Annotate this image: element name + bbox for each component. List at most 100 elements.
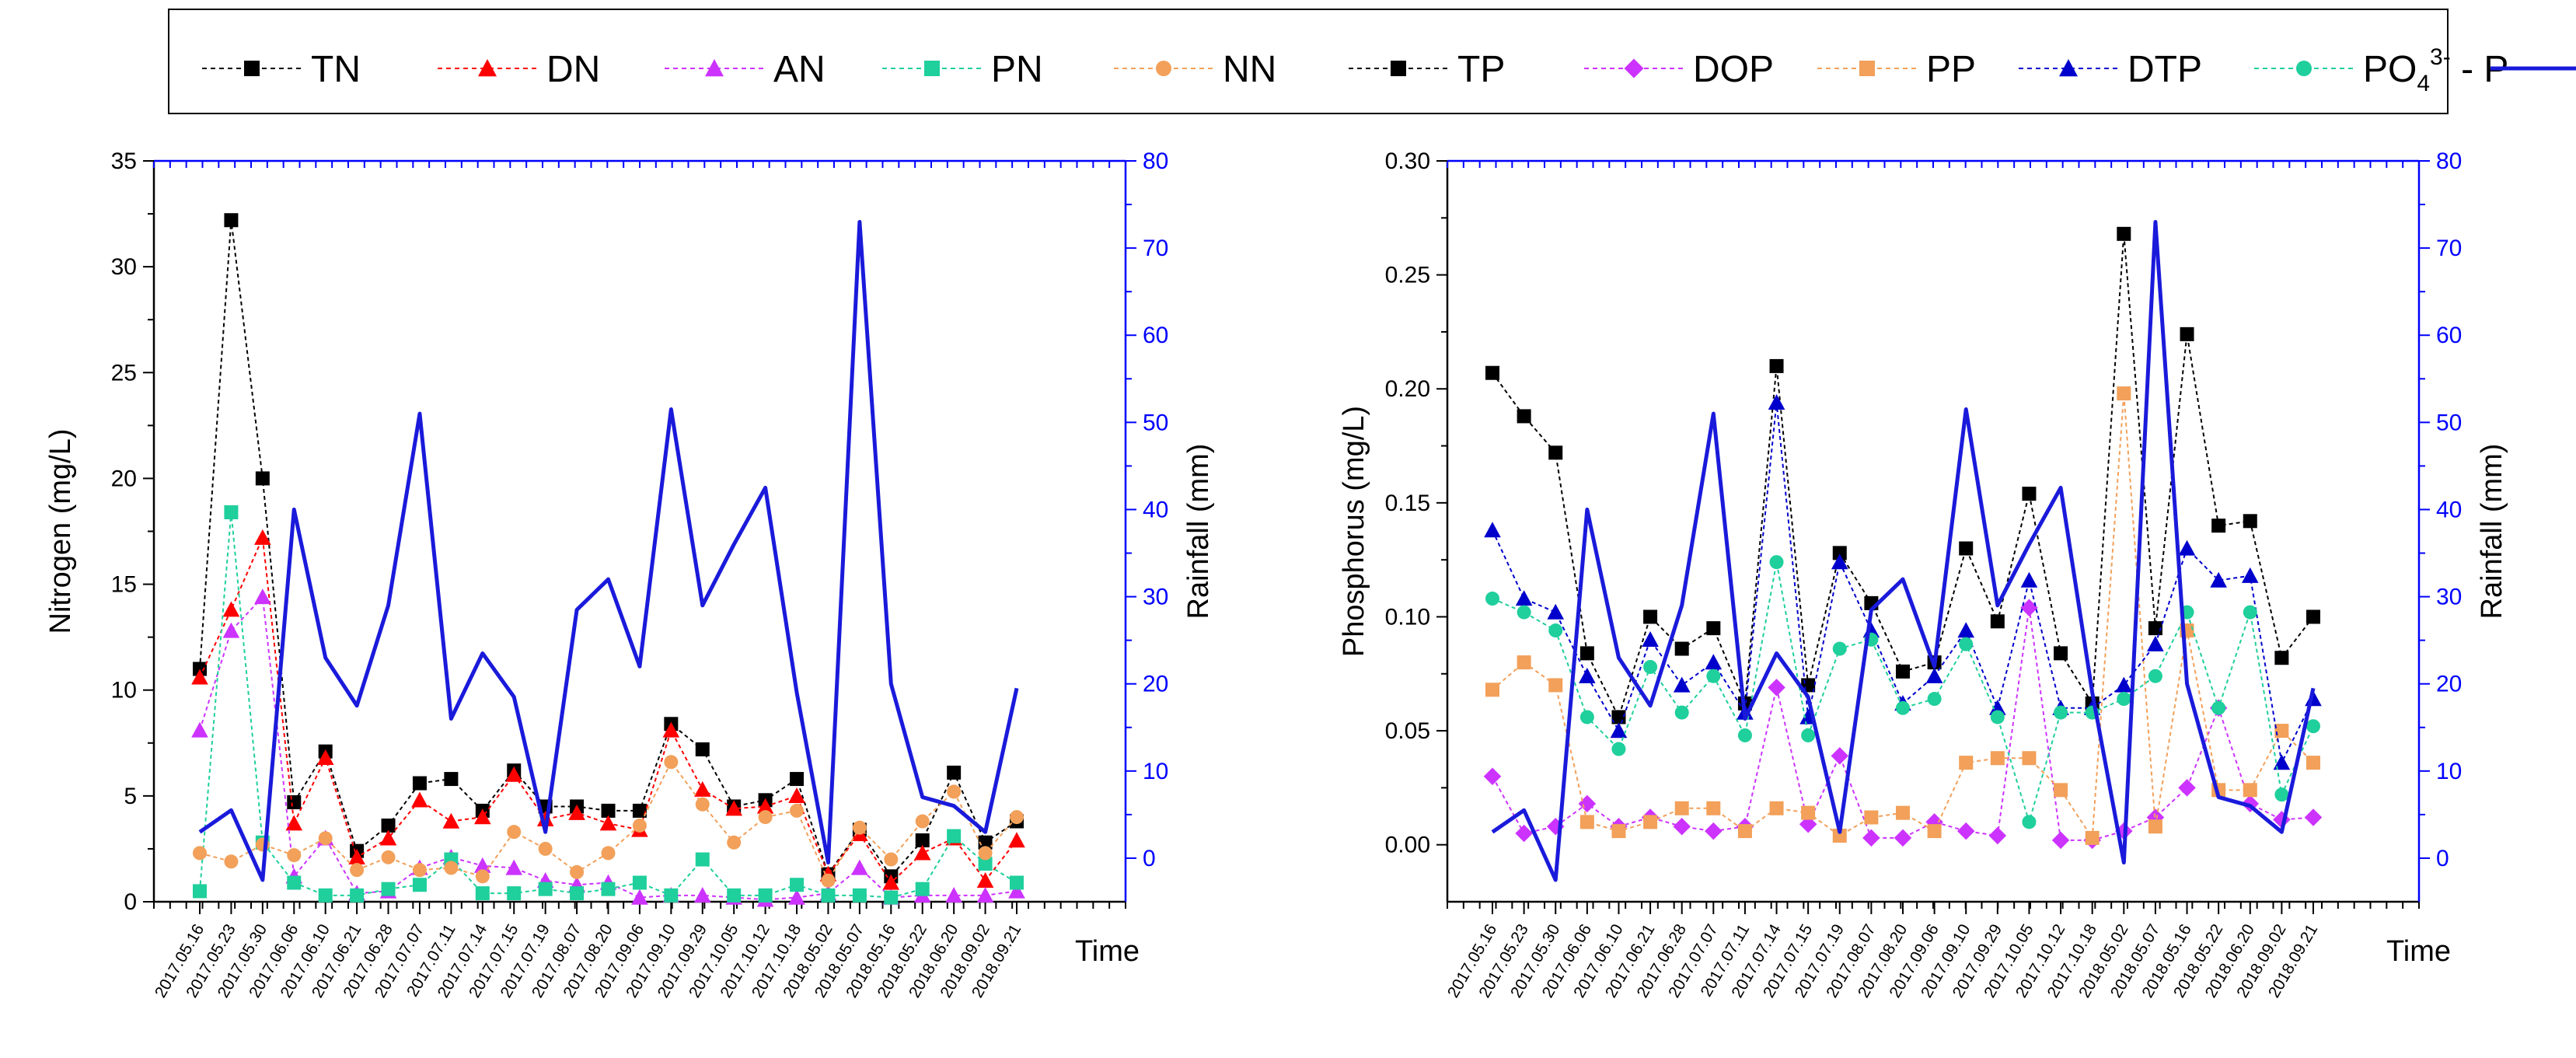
data-point-dop <box>1831 747 1849 765</box>
series-line-po4-3-p <box>1492 561 2314 825</box>
right-tick-label: 50 <box>1143 410 1168 435</box>
data-point-an <box>191 721 208 738</box>
data-point-pn <box>412 878 427 892</box>
data-point-pp <box>2148 819 2162 834</box>
data-point-tp <box>2243 514 2257 529</box>
left-tick-label: 0.00 <box>1385 833 1430 858</box>
data-point-dop <box>1705 822 1723 840</box>
data-point-tp <box>2022 487 2037 501</box>
legend-marker-dop <box>1624 58 1644 79</box>
data-point-pn <box>852 888 867 903</box>
data-point-dn <box>474 808 491 825</box>
left-tick-label: 0.10 <box>1385 604 1430 630</box>
right-axis-title: Rainfall (mm) <box>1182 444 1215 620</box>
data-point-dop <box>1578 794 1597 813</box>
data-point-tn <box>947 765 962 780</box>
legend-marker-an <box>705 59 724 77</box>
data-point-nn <box>601 846 616 861</box>
data-point-pn <box>790 878 805 892</box>
series-rainfall <box>1491 219 2316 882</box>
data-point-an <box>631 889 648 905</box>
data-point-tn <box>978 835 993 850</box>
legend-item-po4-3-p: PO43- - P <box>2254 44 2508 96</box>
data-point-po4-3-p <box>2054 705 2068 720</box>
data-point-tp <box>1769 358 1784 373</box>
right-tick-label: 80 <box>2436 148 2462 174</box>
right-axis-title: Rainfall (mm) <box>2476 444 2508 620</box>
legend-item-nn: NN <box>1114 49 1276 90</box>
legend-marker-nn <box>1156 61 1171 76</box>
data-point-an <box>851 859 868 875</box>
legend-item-an: AN <box>665 49 826 90</box>
legend-item-dop: DOP <box>1584 49 1774 90</box>
legend-marker-dn <box>478 59 497 77</box>
data-point-dn <box>442 812 460 829</box>
data-point-nn <box>664 755 679 770</box>
legend-item-pn: PN <box>882 49 1043 90</box>
data-point-dop <box>2304 808 2323 826</box>
data-point-po4-3-p <box>1896 700 1910 715</box>
data-point-pp <box>2022 751 2037 766</box>
data-point-pn <box>570 886 585 901</box>
legend-label-nn: NN <box>1223 49 1276 90</box>
data-point-dn <box>913 844 931 861</box>
data-point-tp <box>1896 664 1910 679</box>
data-point-dtp <box>1925 667 1943 683</box>
data-point-nn <box>318 831 333 846</box>
data-point-pn <box>475 886 490 901</box>
data-point-an <box>788 889 805 905</box>
phosphorus-chart: 0.00 0.05 0.10 0.15 0.20 0.25 0.30 0 10 20 30 40 50 6… <box>1338 148 2508 1001</box>
data-point-tp <box>2054 646 2068 661</box>
data-point-tn <box>255 471 270 486</box>
series-po4-3-p <box>1485 555 2320 829</box>
data-point-tn <box>695 742 710 756</box>
data-point-dtp <box>1484 522 1501 538</box>
data-point-tp <box>2306 609 2320 624</box>
series-rainfall <box>198 219 1019 882</box>
data-point-pn <box>821 888 836 903</box>
left-tick-label: 0.05 <box>1385 718 1430 744</box>
legend-item-dtp: DTP <box>2019 49 2202 90</box>
data-point-tn <box>601 803 616 818</box>
data-point-po4-3-p <box>2211 700 2226 715</box>
data-point-dtp <box>1989 699 2006 715</box>
data-point-dop <box>2051 831 2070 850</box>
data-point-tn <box>193 662 207 676</box>
right-tick-label: 60 <box>2436 323 2462 348</box>
legend-item-tn: TN <box>202 49 361 90</box>
data-point-dop <box>1483 767 1502 785</box>
data-point-po4-3-p <box>1643 659 1658 674</box>
data-point-tn <box>632 803 647 818</box>
data-point-dop <box>1768 679 1785 697</box>
legend-item-dn: DN <box>438 49 600 90</box>
left-tick-label: 0.20 <box>1385 376 1430 402</box>
data-point-pn <box>381 882 396 896</box>
data-point-tp <box>2117 226 2131 241</box>
legend-label-tp: TP <box>1457 49 1505 90</box>
left-tick-label: 0.25 <box>1385 263 1430 288</box>
data-point-dop <box>1988 826 2007 845</box>
data-point-pp <box>2306 756 2320 770</box>
data-point-nn <box>350 863 365 878</box>
data-point-po4-3-p <box>2306 719 2320 734</box>
data-point-nn <box>570 864 585 879</box>
data-point-pp <box>1548 678 1563 693</box>
data-point-dtp <box>1957 622 1975 638</box>
data-point-nn <box>507 825 522 840</box>
left-axis-title: Phosphorus (mg/L) <box>1338 406 1370 657</box>
data-point-pn <box>601 882 616 896</box>
data-point-dop <box>2178 779 2196 797</box>
data-point-pn <box>947 829 962 843</box>
data-point-nn <box>475 869 490 884</box>
legend-marker-pp <box>1859 61 1875 76</box>
data-point-pn <box>664 888 679 903</box>
data-point-pp <box>1706 801 1721 815</box>
data-point-dn <box>725 800 742 816</box>
data-point-pn <box>224 505 239 519</box>
left-tick-label: 5 <box>124 784 137 809</box>
right-tick-label: 60 <box>1143 323 1168 348</box>
data-point-tn <box>915 833 930 848</box>
legend-marker-tp <box>1391 61 1406 76</box>
data-point-pp <box>2243 783 2257 798</box>
data-point-an <box>945 887 962 903</box>
